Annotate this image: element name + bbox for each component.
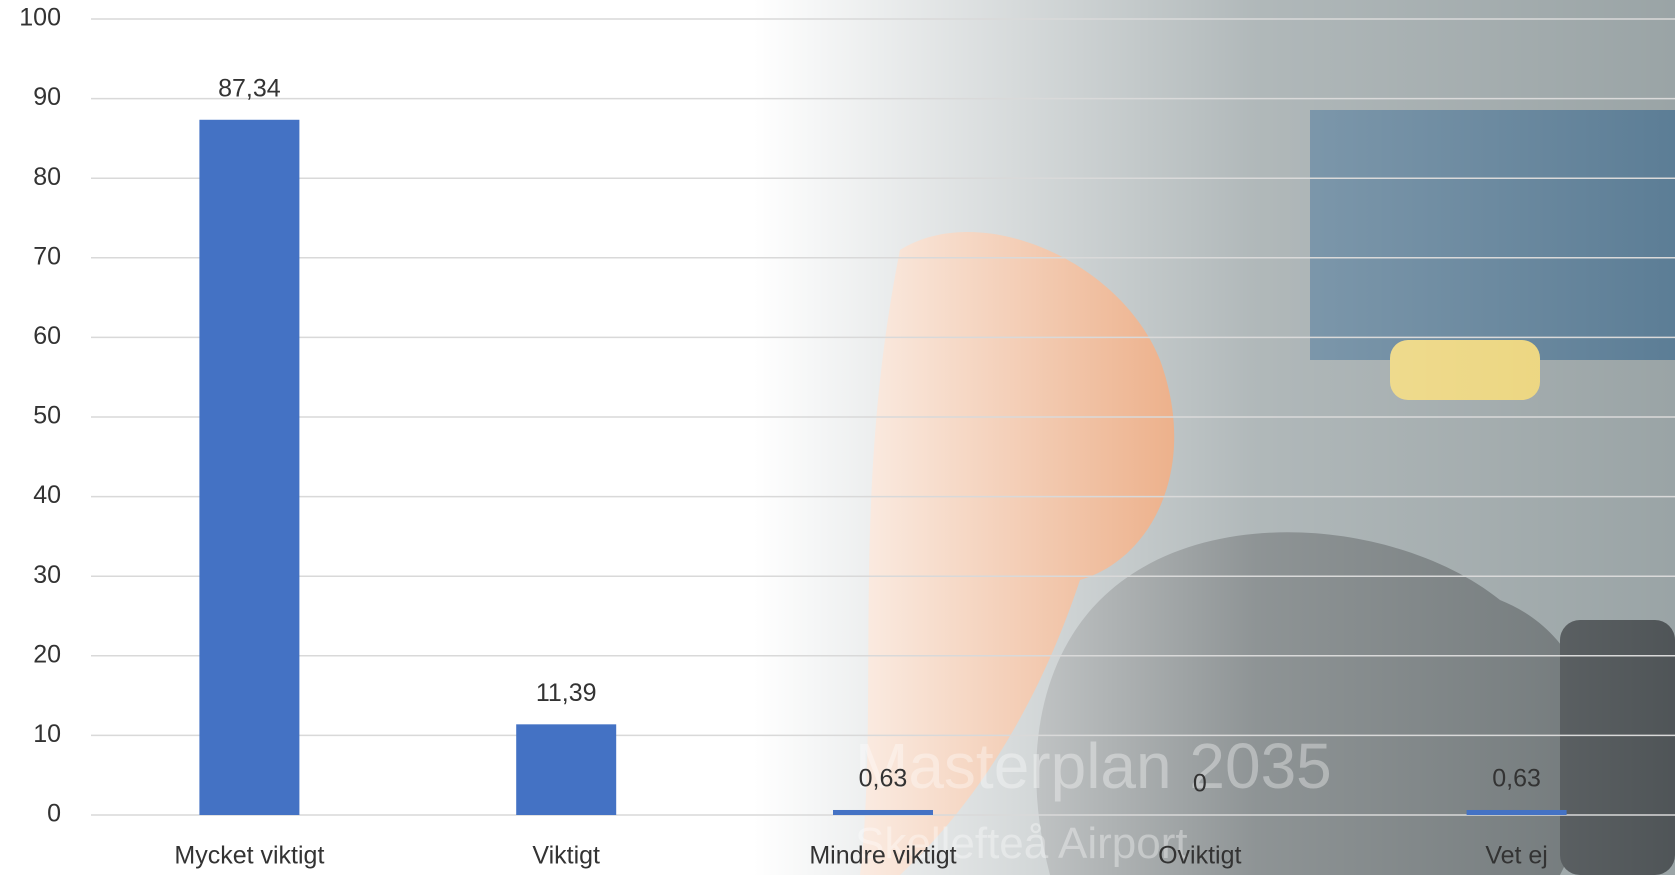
data-label: 0 [1193,770,1207,798]
data-label: 87,34 [218,74,281,102]
y-tick-label: 20 [33,640,61,668]
page: {"chart_data": {"type": "bar", "categori… [0,0,1675,875]
y-tick-label: 10 [33,720,61,748]
y-tick-label: 90 [33,83,61,111]
bar [833,810,933,815]
y-tick-label: 40 [33,481,61,509]
y-tick-label: 30 [33,561,61,589]
data-label: 0,63 [859,765,908,793]
data-label: 0,63 [1492,765,1541,793]
x-tick-label: Mycket viktigt [174,842,324,870]
chart: Masterplan 2035 Skellefteå Airport 01020… [0,0,1675,875]
bar [199,120,299,815]
y-tick-label: 100 [19,4,61,32]
bar [516,724,616,815]
y-tick-label: 70 [33,242,61,270]
x-tick-label: Mindre viktigt [809,842,956,870]
y-tick-label: 60 [33,322,61,350]
y-tick-label: 50 [33,402,61,430]
y-tick-label: 0 [47,800,61,828]
watermark-title: Masterplan 2035 [855,730,1332,802]
x-tick-label: Vet ej [1485,842,1548,870]
data-label: 11,39 [536,679,597,707]
x-tick-label: Oviktigt [1158,842,1241,870]
x-tick-label: Viktigt [532,842,600,870]
y-tick-label: 80 [33,163,61,191]
bar [1467,810,1567,815]
